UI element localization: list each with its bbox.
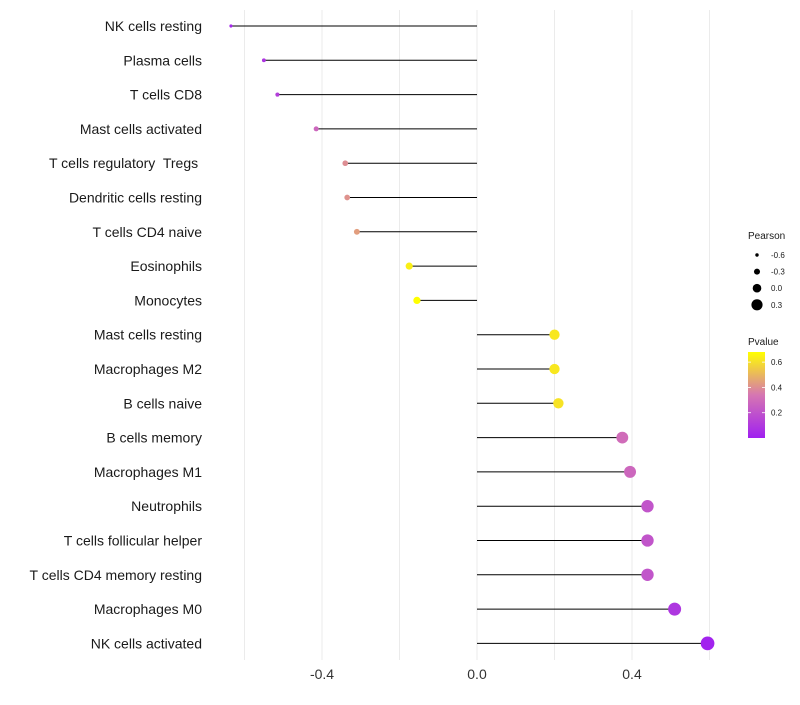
category-label: NK cells activated	[91, 635, 202, 651]
category-label: Macrophages M2	[94, 361, 202, 377]
lollipop-point	[549, 363, 560, 375]
lollipop-point	[342, 160, 349, 167]
lollipop-point	[700, 636, 715, 651]
size-legend-key	[752, 283, 762, 293]
category-label: Plasma cells	[123, 52, 202, 68]
category-labels: NK cells resting Plasma cells T cells CD8 M…	[30, 18, 203, 651]
lollipop-point	[261, 58, 266, 63]
category-label: Monocytes	[134, 292, 202, 308]
size-legend-label: 0.3	[771, 301, 783, 310]
category-label: T cells follicular helper	[64, 533, 203, 549]
category-label: Macrophages M0	[94, 601, 202, 617]
x-axis-ticks: -0.4 0.0 0.4	[310, 666, 642, 682]
color-legend-label: 0.2	[771, 409, 783, 418]
lollipop-point	[641, 534, 654, 547]
size-legend: Pearson -0.6 -0.3 0.0 0.3	[748, 231, 785, 311]
color-legend-label: 0.4	[771, 383, 783, 392]
lollipop-point	[313, 126, 319, 132]
lollipop-point	[229, 24, 233, 28]
lollipop-point	[549, 329, 560, 340]
color-legend-label: 0.6	[771, 358, 783, 367]
color-legend-bar	[748, 352, 765, 438]
size-legend-key	[751, 299, 763, 311]
category-label: Eosinophils	[130, 258, 202, 274]
category-label: Macrophages M1	[94, 464, 202, 480]
lollipop-point	[641, 568, 654, 581]
lollipop-point	[353, 228, 360, 235]
lollipop-point	[553, 398, 564, 409]
color-legend: Pvalue 0.6 0.4 0.2	[748, 337, 783, 438]
x-tick-label: -0.4	[310, 666, 334, 682]
lollipop-points	[229, 24, 715, 651]
x-tick-label: 0.4	[622, 666, 642, 682]
category-label: Dendritic cells resting	[69, 190, 202, 206]
size-legend-key	[755, 253, 759, 257]
category-label: B cells memory	[106, 430, 202, 446]
lollipop-point	[641, 500, 654, 513]
size-legend-label: -0.3	[771, 268, 785, 277]
size-legend-key	[753, 268, 761, 275]
category-label: NK cells resting	[105, 18, 202, 34]
lollipop-point	[413, 296, 421, 305]
lollipop-stems	[230, 25, 708, 644]
lollipop-point	[405, 262, 413, 270]
x-tick-label: 0.0	[467, 666, 487, 682]
category-label: Mast cells resting	[94, 327, 202, 343]
category-label: Neutrophils	[131, 498, 202, 514]
size-legend-label: -0.6	[771, 251, 785, 260]
category-label: T cells CD8	[130, 87, 202, 103]
size-legend-title: Pearson	[748, 231, 785, 242]
category-label: T cells CD4 naive	[93, 224, 203, 240]
category-label: T cells CD4 memory resting	[30, 567, 202, 583]
lollipop-point	[624, 465, 637, 478]
lollipop-point	[344, 194, 351, 201]
category-label: B cells naive	[123, 395, 202, 411]
lollipop-point	[616, 431, 629, 444]
lollipop-point	[275, 92, 280, 97]
lollipop-point	[668, 602, 682, 616]
category-label: T cells regulatory Tregs	[49, 155, 202, 171]
color-legend-title: Pvalue	[748, 337, 779, 348]
size-legend-label: 0.0	[771, 284, 783, 293]
category-label: Mast cells activated	[80, 121, 202, 137]
